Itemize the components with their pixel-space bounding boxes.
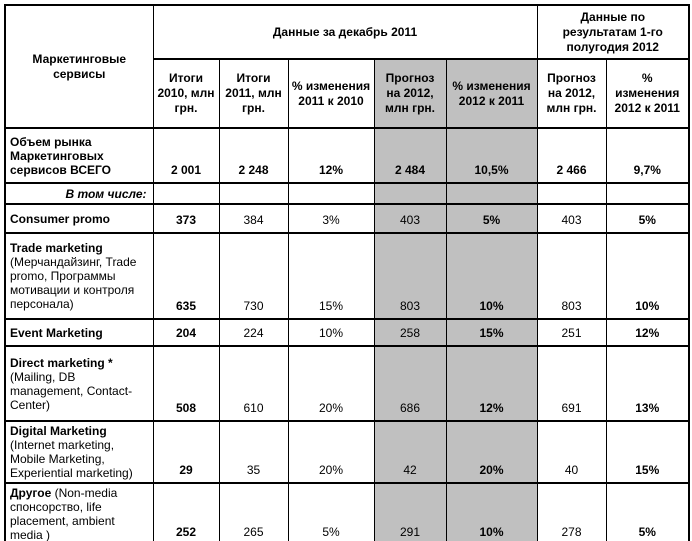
value-cell: 803 <box>536 232 607 320</box>
value-cell: 10,5% <box>445 127 538 184</box>
table-row-digital-marketing: Digital Marketing (Internet marketing, M… <box>4 420 690 484</box>
empty-cell <box>445 182 538 205</box>
row-label-total: Объем рынка Маркетинговых сервисов ВСЕГО <box>4 127 154 184</box>
column-header-row: Итоги 2010, млн грн. Итоги 2011, млн грн… <box>5 58 690 129</box>
value-cell: 2 466 <box>536 127 607 184</box>
value-cell: 29 <box>152 420 220 484</box>
col-header-itogi-2010: Итоги 2010, млн грн. <box>152 58 220 129</box>
row-label-name: Consumer promo <box>10 211 111 226</box>
col-header-pct-2012-2011-h1: % изменения 2012 к 2011 <box>605 58 690 129</box>
row-label: Event Marketing <box>4 318 154 347</box>
value-cell: 12% <box>445 345 538 422</box>
value-cell: 42 <box>373 420 447 484</box>
value-cell: 204 <box>152 318 220 347</box>
value-cell: 20% <box>287 420 375 484</box>
table-row-consumer-promo: Consumer promo 373 384 3% 403 5% 403 5% <box>4 203 690 234</box>
value-cell: 730 <box>218 232 289 320</box>
row-label-detail: (Мерчандайзинг, Trade promo, Программы м… <box>10 255 137 311</box>
value-cell: 403 <box>536 203 607 234</box>
value-cell: 10% <box>445 232 538 320</box>
value-cell: 12% <box>287 127 375 184</box>
col-header-forecast-2012-h1: Прогноз на 2012, млн грн. <box>536 58 607 129</box>
value-cell: 15% <box>287 232 375 320</box>
value-cell: 635 <box>152 232 220 320</box>
value-cell: 20% <box>445 420 538 484</box>
row-label-detail: (Internet marketing, Mobile Marketing, E… <box>10 438 133 480</box>
value-cell: 224 <box>218 318 289 347</box>
value-cell: 252 <box>152 482 220 541</box>
row-label-name: Trade marketing <box>10 241 103 255</box>
value-cell: 12% <box>605 318 690 347</box>
value-cell: 5% <box>287 482 375 541</box>
value-cell: 5% <box>605 482 690 541</box>
marketing-services-table: Маркетинговые сервисы Данные за декабрь … <box>4 4 690 541</box>
value-cell: 384 <box>218 203 289 234</box>
value-cell: 803 <box>373 232 447 320</box>
value-cell: 251 <box>536 318 607 347</box>
value-cell: 5% <box>445 203 538 234</box>
empty-cell <box>605 182 690 205</box>
table-row-direct-marketing: Direct marketing * (Mailing, DB manageme… <box>4 345 690 422</box>
row-label-name: Direct marketing * <box>10 355 113 370</box>
col-header-forecast-2012: Прогноз на 2012, млн грн. <box>373 58 447 129</box>
empty-cell <box>373 182 447 205</box>
value-cell: 508 <box>152 345 220 422</box>
value-cell: 3% <box>287 203 375 234</box>
row-label: Consumer promo <box>4 203 154 234</box>
row-label: Trade marketing (Мерчандайзинг, Trade pr… <box>4 232 154 320</box>
empty-cell <box>536 182 607 205</box>
value-cell: 686 <box>373 345 447 422</box>
value-cell: 278 <box>536 482 607 541</box>
table-row-event-marketing: Event Marketing 204 224 10% 258 15% 251 … <box>4 318 690 347</box>
col-header-pct-2012-2011: % изменения 2012 к 2011 <box>445 58 538 129</box>
row-label-detail: (Non-media спонсорство, life placement, … <box>10 486 118 541</box>
corner-header: Маркетинговые сервисы <box>4 4 154 129</box>
value-cell: 2 248 <box>218 127 289 184</box>
value-cell: 10% <box>287 318 375 347</box>
col-header-itogi-2011: Итоги 2011, млн грн. <box>218 58 289 129</box>
value-cell: 10% <box>445 482 538 541</box>
table-row-subheader: В том числе: <box>4 182 690 205</box>
value-cell: 15% <box>445 318 538 347</box>
table-row-trade-marketing: Trade marketing (Мерчандайзинг, Trade pr… <box>4 232 690 320</box>
value-cell: 258 <box>373 318 447 347</box>
row-label: Digital Marketing (Internet marketing, M… <box>4 420 154 484</box>
row-label-detail: (Mailing, DB management, Contact-Center) <box>10 369 133 412</box>
value-cell: 373 <box>152 203 220 234</box>
value-cell: 40 <box>536 420 607 484</box>
empty-cell <box>218 182 289 205</box>
empty-cell <box>152 182 220 205</box>
group-header-dec-2011: Данные за декабрь 2011 <box>152 4 538 60</box>
row-label-name: Event Marketing <box>10 325 103 340</box>
row-label: Другое (Non-media спонсорство, life plac… <box>4 482 154 541</box>
group-header-row: Маркетинговые сервисы Данные за декабрь … <box>4 4 690 129</box>
table-row-total: Объем рынка Маркетинговых сервисов ВСЕГО… <box>4 127 690 184</box>
value-cell: 13% <box>605 345 690 422</box>
group-header-h1-2012: Данные по результатам 1-го полугодия 201… <box>536 4 690 60</box>
col-header-pct-2011-2010: % изменения 2011 к 2010 <box>287 58 375 129</box>
value-cell: 265 <box>218 482 289 541</box>
row-label-name: Digital Marketing <box>10 424 107 438</box>
value-cell: 2 001 <box>152 127 220 184</box>
value-cell: 20% <box>287 345 375 422</box>
value-cell: 15% <box>605 420 690 484</box>
value-cell: 5% <box>605 203 690 234</box>
value-cell: 403 <box>373 203 447 234</box>
row-label-name: Другое <box>10 486 52 500</box>
value-cell: 10% <box>605 232 690 320</box>
row-label: Direct marketing * (Mailing, DB manageme… <box>4 345 154 422</box>
value-cell: 35 <box>218 420 289 484</box>
row-label-subheader: В том числе: <box>4 182 154 205</box>
value-cell: 291 <box>373 482 447 541</box>
value-cell: 9,7% <box>605 127 690 184</box>
value-cell: 691 <box>536 345 607 422</box>
value-cell: 610 <box>218 345 289 422</box>
value-cell: 2 484 <box>373 127 447 184</box>
empty-cell <box>287 182 375 205</box>
table-row-other: Другое (Non-media спонсорство, life plac… <box>4 482 690 541</box>
